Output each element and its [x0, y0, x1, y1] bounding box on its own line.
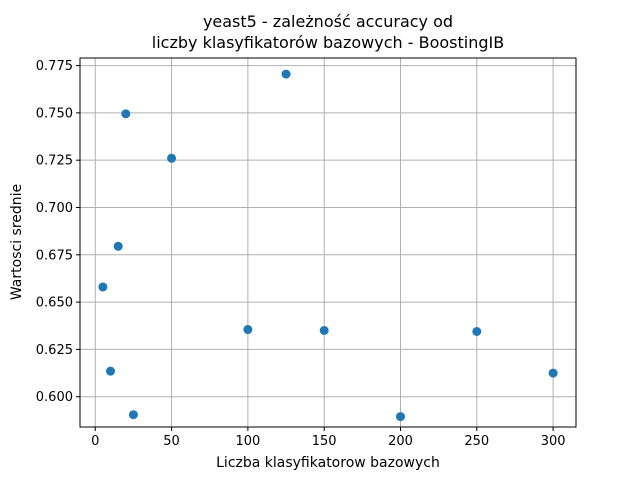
- data-point: [121, 109, 131, 119]
- data-point: [106, 366, 116, 376]
- y-tick-label: 0.650: [36, 296, 73, 311]
- data-point: [472, 326, 482, 336]
- x-tick-label: 100: [235, 434, 260, 449]
- data-point: [113, 241, 123, 251]
- x-tick-label: 50: [163, 434, 180, 449]
- data-point: [395, 412, 405, 422]
- y-tick-label: 0.625: [36, 343, 73, 358]
- data-point: [243, 325, 253, 335]
- y-axis-label: Wartosci srednie: [9, 184, 25, 300]
- plot-frame: [79, 57, 577, 428]
- chart-title: yeast5 - zależność accuracy od: [203, 12, 453, 31]
- data-points: [98, 69, 558, 422]
- x-axis-label: Liczba klasyfikatorow bazowych: [216, 455, 440, 471]
- x-tick-label: 200: [388, 434, 413, 449]
- y-tick-label: 0.725: [36, 154, 73, 169]
- data-point: [128, 410, 138, 420]
- data-point: [98, 282, 108, 292]
- y-tick-label: 0.600: [36, 390, 73, 405]
- x-tick-label: 250: [464, 434, 489, 449]
- data-point: [548, 368, 558, 378]
- y-tick-label: 0.750: [36, 106, 73, 121]
- x-tick-label: 0: [91, 434, 99, 449]
- y-tick-label: 0.675: [36, 248, 73, 263]
- grid-lines: [80, 58, 576, 427]
- data-point: [167, 153, 177, 163]
- y-tick-label: 0.700: [36, 201, 73, 216]
- x-tick-label: 150: [312, 434, 337, 449]
- x-tick-label: 300: [541, 434, 566, 449]
- chart-subtitle: liczby klasyfikatorów bazowych - Boostin…: [152, 33, 504, 52]
- y-tick-label: 0.775: [36, 59, 73, 74]
- data-point: [319, 325, 329, 335]
- data-point: [281, 69, 291, 79]
- y-axis-ticks: 0.600 0.625 0.650 0.675 0.700 0.725 0.750 0.775: [36, 59, 80, 405]
- x-axis-ticks: 0 50 100 150 200 250 300: [91, 427, 566, 449]
